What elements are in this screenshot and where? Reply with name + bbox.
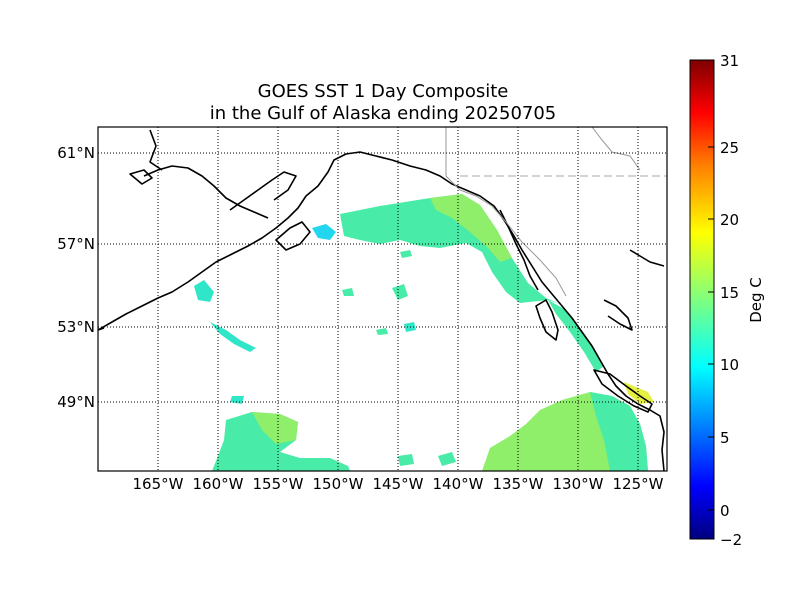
sst-cyan-patch xyxy=(312,224,336,240)
sst-small-patch-1 xyxy=(342,288,354,296)
sst-northern-band xyxy=(340,194,560,304)
cbar-label-5: 5 xyxy=(720,429,730,447)
bc-inland xyxy=(603,299,633,331)
colorbar-axis-label: Deg C xyxy=(747,277,765,323)
political-borders xyxy=(445,127,667,297)
cbar-label-neg2: −2 xyxy=(720,531,742,549)
sst-aleutian-strip xyxy=(210,322,256,352)
colorbar-tick-labels: 31 25 20 15 10 5 0 −2 xyxy=(720,52,742,549)
sst-small-patch-3 xyxy=(376,328,388,335)
map-title-line-2: in the Gulf of Alaska ending 20250705 xyxy=(209,103,557,124)
vancouver-island xyxy=(593,369,653,413)
colorbar-ticks xyxy=(708,59,714,540)
cbar-label-25: 25 xyxy=(720,139,739,157)
longitude-labels: 165°W 160°W 155°W 150°W 145°W 140°W 135°… xyxy=(133,475,664,493)
lon-label-145w: 145°W xyxy=(373,475,424,493)
colorbar-gradient xyxy=(689,59,715,540)
sst-southwest-warm xyxy=(252,412,298,444)
lon-label-165w: 165°W xyxy=(133,475,184,493)
sst-southeast-cool xyxy=(590,392,648,471)
sst-small-patch-2 xyxy=(400,250,412,258)
us-canada-border-meridian xyxy=(445,127,461,191)
sst-small-patch-6 xyxy=(438,452,456,466)
haida-gwaii xyxy=(535,299,559,341)
colorbar: 31 25 20 15 10 5 0 −2 Deg C xyxy=(689,52,765,549)
map-frame xyxy=(97,126,668,472)
alaska-inland-coast xyxy=(143,165,269,219)
lon-label-140w: 140°W xyxy=(433,475,484,493)
lon-label-160w: 160°W xyxy=(193,475,244,493)
north-coast xyxy=(149,129,163,171)
sst-southeast-hot xyxy=(624,382,654,404)
cbar-label-0: 0 xyxy=(720,502,730,520)
aleutian-chain-1 xyxy=(98,327,105,331)
us-canada-border-panhandle xyxy=(459,189,567,297)
kodiak-island xyxy=(275,221,311,251)
lat-label-61: 61°N xyxy=(57,144,95,162)
cbar-label-15: 15 xyxy=(720,284,739,302)
sst-small-patch-7 xyxy=(230,396,244,404)
sst-coastal-strip xyxy=(548,300,604,372)
lat-label-49: 49°N xyxy=(57,393,95,411)
sst-small-patch-5 xyxy=(398,454,414,466)
cbar-label-31: 31 xyxy=(720,52,739,70)
lon-label-135w: 135°W xyxy=(493,475,544,493)
latitude-labels: 61°N 57°N 53°N 49°N xyxy=(57,144,95,411)
alaska-peninsula-coast xyxy=(98,151,665,471)
map-title-line-1: GOES SST 1 Day Composite xyxy=(257,81,509,102)
lat-label-53: 53°N xyxy=(57,318,95,336)
sst-northern-band-warm xyxy=(430,194,512,262)
lon-label-130w: 130°W xyxy=(553,475,604,493)
coastline-layer xyxy=(98,129,665,471)
northeast-coast xyxy=(629,249,665,267)
cbar-label-10: 10 xyxy=(720,356,739,374)
map-area xyxy=(98,127,667,471)
cook-inlet xyxy=(229,171,297,211)
sst-data-layer xyxy=(194,194,654,471)
lon-label-125w: 125°W xyxy=(613,475,664,493)
nunivak xyxy=(129,169,153,185)
sst-mid-patch xyxy=(392,284,408,300)
lon-label-155w: 155°W xyxy=(253,475,304,493)
provincial-border xyxy=(591,127,641,171)
lat-label-57: 57°N xyxy=(57,235,95,253)
cbar-label-20: 20 xyxy=(720,211,739,229)
graticule xyxy=(98,127,667,471)
lon-label-150w: 150°W xyxy=(313,475,364,493)
sst-west-patch xyxy=(194,280,214,302)
